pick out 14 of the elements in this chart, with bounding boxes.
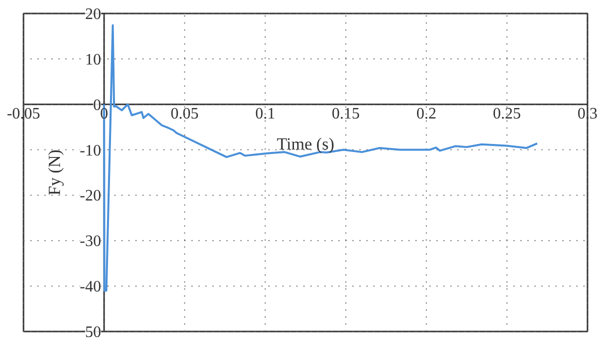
y-tick-label: -10 (80, 142, 102, 160)
y-tick-label: 20 (85, 6, 102, 23)
x-axis-title: Time (s) (276, 134, 334, 154)
y-tick-label: 50 (85, 324, 102, 341)
x-tick-label: 0.05 (170, 105, 199, 122)
y-tick-label: -30 (80, 233, 102, 250)
x-tick-label: 0.2 (416, 105, 436, 122)
y-axis-title: Fy (N) (45, 150, 64, 196)
x-tick-label: 0.15 (332, 105, 360, 122)
y-tick-label: -40 (80, 278, 102, 296)
y-tick-label: -20 (80, 188, 102, 205)
x-tick-label: 0.25 (492, 105, 521, 122)
y-tick-label: 10 (85, 51, 102, 68)
x-tick-label: 0.1 (255, 105, 276, 122)
